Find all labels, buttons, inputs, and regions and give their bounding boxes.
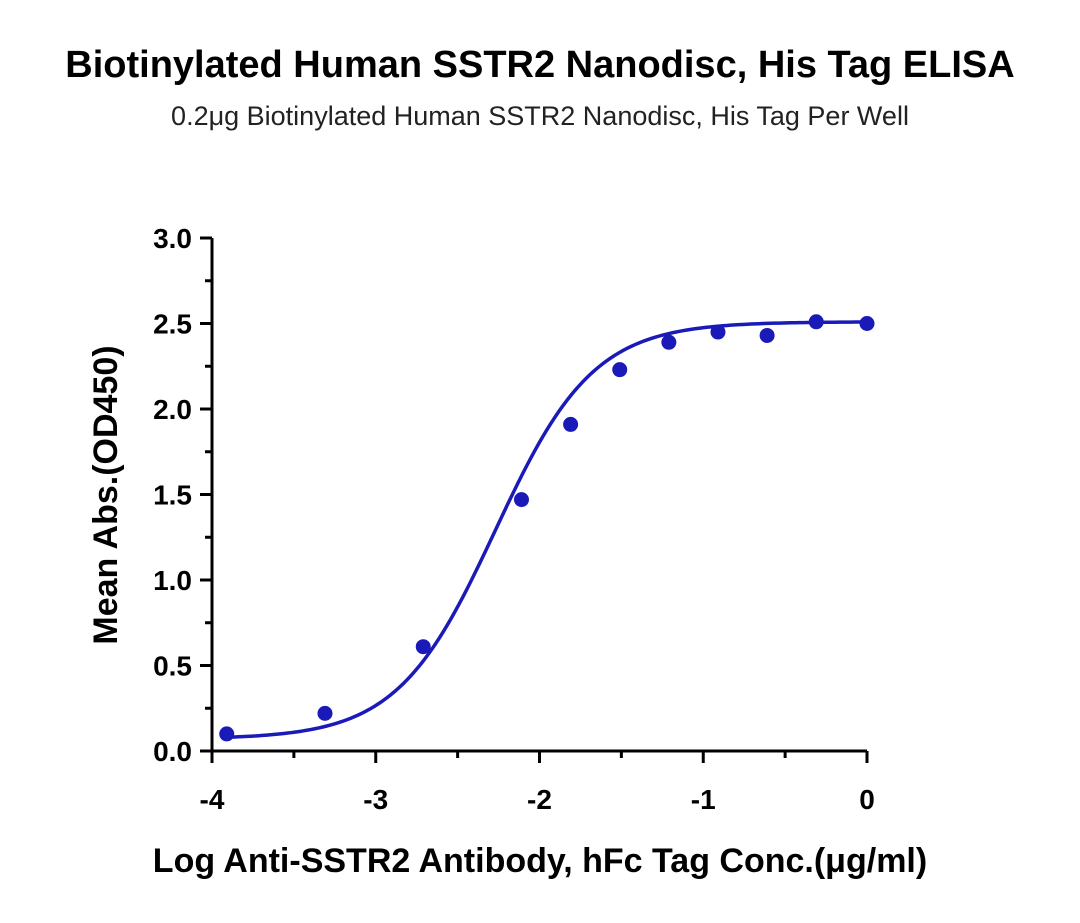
x-tick-label: -1: [691, 784, 716, 815]
data-point: [563, 416, 579, 432]
y-axis-title: Mean Abs.(OD450): [87, 345, 125, 644]
y-tick-label: 1.5: [153, 480, 192, 511]
data-point: [759, 327, 775, 343]
data-point: [612, 362, 628, 378]
fit-curve: [226, 320, 868, 740]
y-tick-label: 2.0: [153, 394, 192, 425]
y-tick-label: 3.0: [153, 223, 192, 254]
data-point: [710, 324, 726, 340]
data-point: [513, 492, 529, 508]
data-point: [219, 726, 235, 742]
x-axis-title: Log Anti-SSTR2 Antibody, hFc Tag Conc.(μ…: [153, 842, 927, 880]
x-tick-label: -3: [363, 784, 388, 815]
y-tick-label: 0.0: [153, 736, 192, 767]
y-axis: 0.0 0.5 1.0 1.5 2.0 2.5 3.0: [153, 223, 214, 767]
x-tick-label: -2: [527, 784, 552, 815]
chart-subtitle: 0.2μg Biotinylated Human SSTR2 Nanodisc,…: [171, 101, 909, 131]
x-axis: -4 -3 -2 -1 0: [200, 749, 875, 815]
data-point: [661, 334, 677, 350]
x-tick-label: -4: [200, 784, 225, 815]
data-point: [859, 316, 875, 331]
x-tick-label: 0: [859, 784, 875, 815]
y-tick-label: 1.0: [153, 565, 192, 596]
data-point: [317, 705, 333, 721]
chart-title: Biotinylated Human SSTR2 Nanodisc, His T…: [65, 44, 1015, 86]
data-point: [415, 639, 431, 655]
data-point: [808, 314, 824, 330]
y-tick-label: 2.5: [153, 309, 192, 340]
y-tick-label: 0.5: [153, 651, 192, 682]
data-points: [219, 314, 875, 742]
